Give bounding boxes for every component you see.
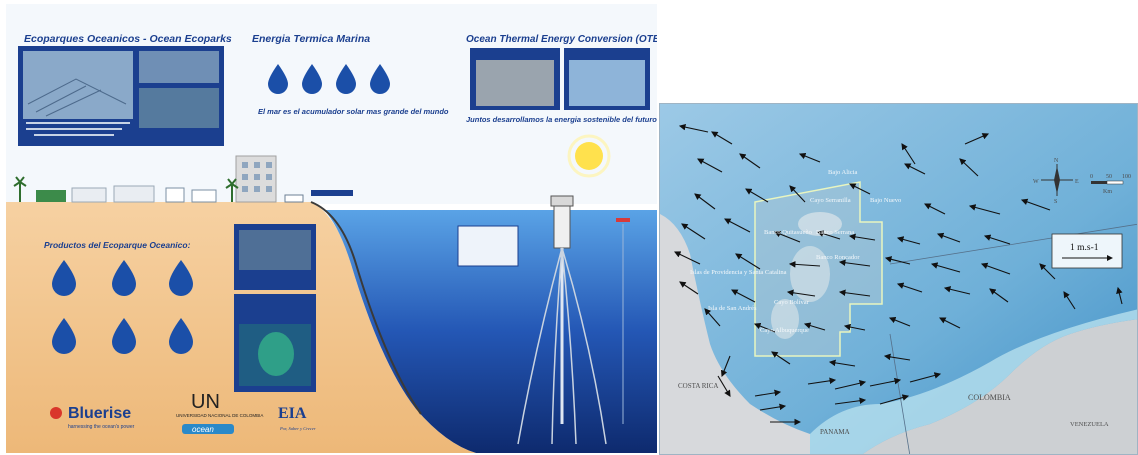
drop-icon (302, 64, 322, 94)
intake-pipe (310, 201, 422, 415)
drop-icon (336, 64, 356, 94)
svg-text:100: 100 (1122, 174, 1131, 180)
otec-platform (553, 203, 571, 249)
label-bajo-alicia: Bajo Alicia (828, 169, 858, 176)
product-icons (52, 260, 193, 354)
bluerise-logo: Bluerise harnessing the ocean's power (50, 405, 135, 430)
label-banco-serrana: Banco Serrana (816, 229, 854, 236)
label-banco-quitasueno: Banco Quitasueño (764, 229, 812, 236)
ecopark-thumb-2 (139, 88, 219, 128)
svg-text:50: 50 (1106, 174, 1112, 180)
current-vectors (674, 123, 1123, 426)
wheat-drop-icon (52, 318, 76, 354)
vector-scale-label: 1 m.s-1 (1070, 243, 1099, 253)
svg-text:ocean: ocean (192, 425, 214, 434)
svg-text:Por, Saber y Crecer: Por, Saber y Crecer (279, 426, 316, 432)
label-bajo-nuevo: Bajo Nuevo (870, 197, 901, 204)
label-isla-san-andres: Isla de San Andrés (708, 305, 757, 312)
colombia-land (862, 319, 1137, 454)
snowflake-drop-icon (52, 260, 76, 296)
map-canvas: N E W S 0 50 100 Km 1 m.s-1 Bajo Alicia … (660, 104, 1137, 454)
label-costa-rica: COSTA RICA (678, 382, 718, 390)
fish-drop-icon (112, 318, 136, 354)
otec-diagram (457, 225, 519, 267)
eia-logo: EIA Por, Saber y Crecer (278, 405, 316, 432)
ocean-current-map: N E W S 0 50 100 Km 1 m.s-1 Bajo Alicia … (659, 103, 1138, 455)
bluerise-wordmark: Bluerise (68, 405, 131, 422)
central-america-land (660, 214, 810, 454)
compass-rose-icon: N E W S (1033, 158, 1079, 205)
tagline-future: Juntos desarrollamos la energia sostenib… (466, 115, 657, 124)
label-cayo-bolivar: Cayo Bolívar (774, 299, 810, 306)
drop-icon (268, 64, 288, 94)
km-scale-bar: 0 50 100 Km (1090, 174, 1131, 195)
tagline-sea: El mar es el acumulador solar mas grande… (258, 107, 449, 116)
productos-title: Productos del Ecoparque Oceanico: (44, 240, 191, 250)
label-panama: PANAMA (820, 428, 850, 436)
label-cayo-albuquerque: Cayo Albuquerque (760, 327, 809, 334)
svg-text:E: E (1075, 179, 1079, 185)
sun-icon (575, 142, 603, 170)
label-islas-providencia: Islas de Providencia y Santa Catalina (690, 269, 787, 276)
bluerise-mark-icon (50, 407, 62, 419)
poster-illustration: Ecoparques Oceanicos - Ocean Ecoparks En… (6, 4, 657, 453)
ocean-ecopark-poster: Ecoparques Oceanicos - Ocean Ecoparks En… (6, 4, 657, 453)
svg-text:W: W (1033, 179, 1039, 185)
algae-drop-icon (169, 318, 193, 354)
label-colombia: COLOMBIA (968, 393, 1011, 402)
svg-text:0: 0 (1090, 174, 1093, 180)
heading-ecoparques: Ecoparques Oceanicos - Ocean Ecoparks (24, 33, 232, 45)
svg-text:EIA: EIA (278, 405, 307, 422)
svg-text:harnessing the ocean's power: harnessing the ocean's power (68, 424, 135, 430)
svg-text:N: N (1054, 158, 1059, 164)
drop-icon (370, 64, 390, 94)
ecopark-render-image (23, 51, 133, 119)
heading-otec: Ocean Thermal Energy Conversion (OTEC) (466, 34, 657, 45)
energy-drop-icon (112, 260, 136, 296)
greenhouse (36, 190, 66, 202)
heading-energia-termica: Energia Termica Marina (252, 33, 370, 45)
label-banco-roncador: Banco Roncador (816, 254, 860, 261)
label-venezuela: VENEZUELA (1070, 421, 1109, 428)
energy-drop-icons (268, 64, 390, 94)
ecopark-thumb-1 (139, 51, 219, 83)
svg-text:Km: Km (1103, 189, 1112, 195)
svg-text:S: S (1054, 199, 1057, 205)
faucet-drop-icon (169, 260, 193, 296)
svg-text:UNIVERSIDAD NACIONAL DE COLOMB: UNIVERSIDAD NACIONAL DE COLOMBIA (176, 413, 263, 418)
svg-text:UN: UN (191, 391, 220, 413)
vector-scale-legend: 1 m.s-1 (1051, 233, 1123, 269)
un-logo: UN UNIVERSIDAD NACIONAL DE COLOMBIA ocea… (176, 391, 263, 434)
label-cayo-serranilla: Cayo Serranilla (810, 197, 851, 204)
